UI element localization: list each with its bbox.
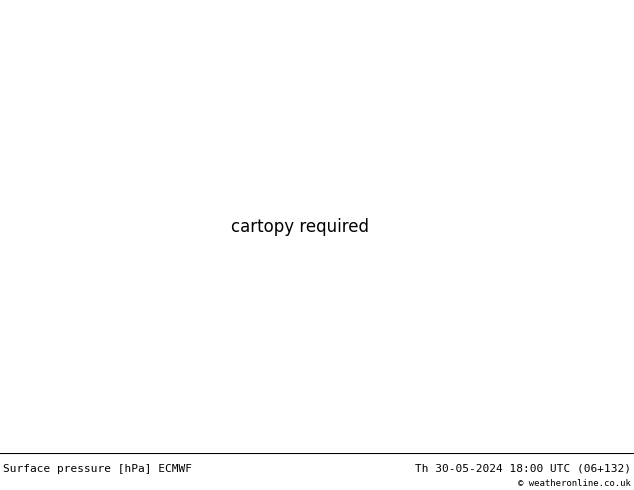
Text: Surface pressure [hPa] ECMWF: Surface pressure [hPa] ECMWF: [3, 464, 192, 473]
Text: Th 30-05-2024 18:00 UTC (06+132): Th 30-05-2024 18:00 UTC (06+132): [415, 464, 631, 473]
Text: © weatheronline.co.uk: © weatheronline.co.uk: [518, 479, 631, 488]
Text: cartopy required: cartopy required: [231, 218, 369, 236]
